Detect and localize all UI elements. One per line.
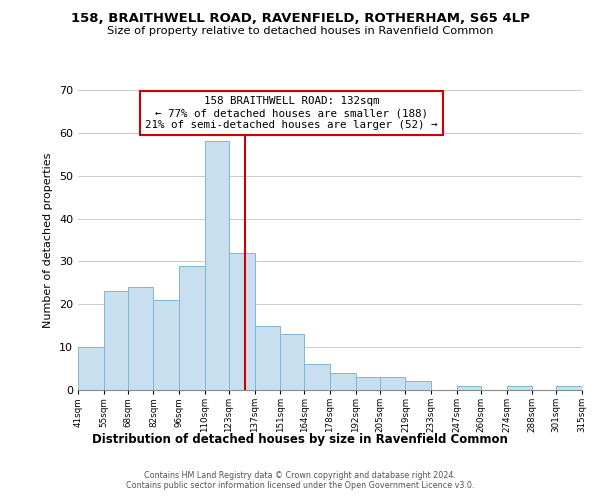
Bar — [128, 287, 154, 390]
Bar — [104, 292, 128, 390]
Text: Size of property relative to detached houses in Ravenfield Common: Size of property relative to detached ho… — [107, 26, 493, 36]
Bar — [556, 386, 582, 390]
Text: 158 BRAITHWELL ROAD: 132sqm
← 77% of detached houses are smaller (188)
21% of se: 158 BRAITHWELL ROAD: 132sqm ← 77% of det… — [145, 96, 437, 130]
Text: Distribution of detached houses by size in Ravenfield Common: Distribution of detached houses by size … — [92, 432, 508, 446]
Bar — [304, 364, 330, 390]
Bar — [406, 382, 431, 390]
Bar — [78, 347, 104, 390]
Bar — [380, 377, 406, 390]
Bar — [330, 373, 356, 390]
Bar — [506, 386, 532, 390]
Bar — [254, 326, 280, 390]
Y-axis label: Number of detached properties: Number of detached properties — [43, 152, 53, 328]
Bar — [205, 142, 229, 390]
Bar — [154, 300, 179, 390]
Text: 158, BRAITHWELL ROAD, RAVENFIELD, ROTHERHAM, S65 4LP: 158, BRAITHWELL ROAD, RAVENFIELD, ROTHER… — [71, 12, 529, 26]
Text: Contains HM Land Registry data © Crown copyright and database right 2024.
Contai: Contains HM Land Registry data © Crown c… — [126, 470, 474, 490]
Bar — [457, 386, 481, 390]
Bar — [280, 334, 304, 390]
Bar — [356, 377, 380, 390]
Bar — [179, 266, 205, 390]
Bar — [229, 253, 254, 390]
